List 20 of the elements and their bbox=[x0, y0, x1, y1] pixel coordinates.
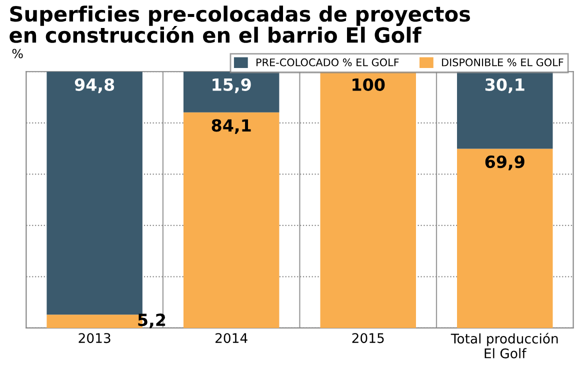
data-label: 69,9 bbox=[485, 156, 524, 170]
bar bbox=[183, 112, 280, 328]
data-label: 84,1 bbox=[212, 119, 251, 134]
x-tick-label: Total producción El Golf bbox=[450, 332, 558, 358]
bar bbox=[320, 72, 416, 328]
legend-label: DISPONIBLE % EL GOLF bbox=[442, 58, 564, 66]
bar bbox=[457, 148, 553, 328]
x-tick-label: 2015 bbox=[352, 333, 384, 344]
data-label: 15,9 bbox=[212, 78, 251, 94]
x-tick-label: 2014 bbox=[216, 333, 248, 344]
data-label: 30,1 bbox=[485, 78, 524, 94]
chart-title: Superficies pre-colocadas de proyectos en construcción en el barrio El Golf bbox=[10, 6, 470, 43]
x-tick-label: 2013 bbox=[78, 333, 110, 344]
y-axis-title: % bbox=[12, 48, 23, 58]
legend-label: PRE-COLOCADO % EL GOLF bbox=[256, 58, 399, 66]
bar bbox=[183, 72, 280, 112]
data-label: 94,8 bbox=[74, 78, 114, 94]
data-label: 100 bbox=[352, 78, 385, 91]
bar bbox=[457, 72, 553, 149]
bar bbox=[46, 72, 142, 315]
